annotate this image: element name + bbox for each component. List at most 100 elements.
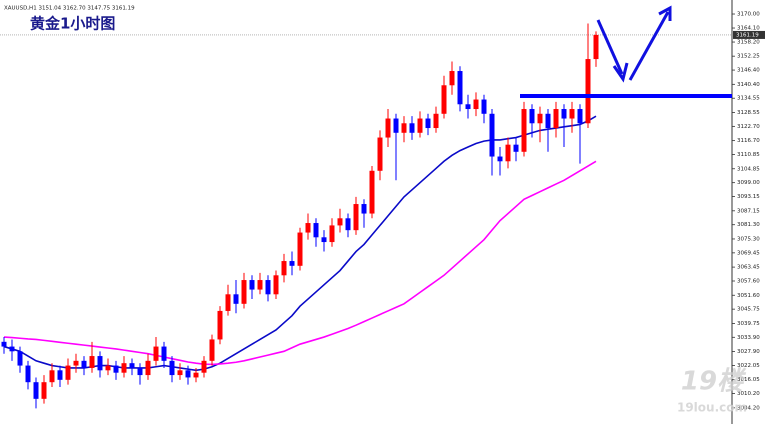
- candle-body: [433, 113, 439, 129]
- y-tick-label: 3128.55: [737, 110, 760, 116]
- moving-average: [3, 160, 597, 366]
- candle-body: [545, 113, 551, 129]
- candle-body: [1, 341, 7, 347]
- candle-body: [409, 123, 415, 133]
- candle-body: [153, 346, 159, 361]
- y-tick-label: 3075.30: [737, 236, 760, 242]
- y-tick-label: 3016.05: [737, 377, 760, 383]
- last-price-box: [733, 30, 765, 39]
- candle-body: [521, 109, 527, 152]
- y-tick-label: 3140.40: [737, 82, 760, 88]
- arrow-up-head: [658, 5, 672, 21]
- arrow-up: [628, 11, 670, 81]
- y-tick-label: 3057.60: [737, 279, 760, 285]
- y-tick-label: 3087.15: [737, 208, 760, 214]
- candle-body: [561, 109, 567, 119]
- candle-body: [257, 280, 263, 290]
- candle-body: [473, 99, 479, 110]
- chart-title: 黄金1小时图: [30, 15, 115, 33]
- candle-body: [305, 223, 311, 233]
- last-price-label: 3161.19: [736, 32, 759, 38]
- y-tick-label: 3110.85: [737, 152, 760, 158]
- candle-body: [193, 372, 199, 378]
- y-tick-label: 3004.20: [737, 405, 760, 411]
- y-tick-label: 3099.00: [737, 180, 760, 186]
- header-info: XAUUSD,H1 3151.04 3162.70 3147.75 3161.1…: [4, 6, 135, 12]
- candle-body: [537, 113, 543, 124]
- candle-body: [105, 365, 111, 371]
- candle-body: [569, 109, 575, 119]
- candle-body: [313, 223, 319, 238]
- candle-body: [321, 237, 327, 243]
- candle-body: [289, 261, 295, 266]
- candle-body: [417, 118, 423, 133]
- candle-body: [457, 71, 463, 105]
- candle-body: [329, 225, 335, 243]
- candle-body: [281, 261, 287, 276]
- y-tick-label: 3069.45: [737, 250, 760, 256]
- candle-body: [129, 363, 135, 368]
- y-tick-label: 3081.30: [737, 222, 760, 228]
- y-tick-label: 3146.40: [737, 68, 760, 74]
- candle-body: [89, 356, 95, 368]
- y-tick-label: 3134.55: [737, 96, 760, 102]
- candle-body: [593, 34, 599, 60]
- candle-body: [9, 346, 15, 352]
- y-tick-label: 3158.20: [737, 40, 760, 46]
- y-tick-label: 3022.05: [737, 363, 760, 369]
- arrow-down: [596, 19, 624, 75]
- candle-body: [401, 123, 407, 133]
- candle-body: [33, 382, 39, 399]
- candle-body: [577, 109, 583, 124]
- candle-body: [513, 144, 519, 152]
- candle-body: [585, 59, 591, 124]
- y-tick-label: 3063.45: [737, 265, 760, 271]
- candle-body: [49, 370, 55, 383]
- candle-body: [145, 360, 151, 376]
- y-tick-label: 3033.90: [737, 335, 760, 341]
- candle-body: [25, 365, 31, 383]
- candle-body: [225, 294, 231, 311]
- candle-body: [497, 156, 503, 162]
- candle-body: [385, 118, 391, 138]
- candle-body: [137, 367, 143, 376]
- candle-body: [185, 370, 191, 378]
- candle-body: [273, 275, 279, 295]
- candle-body: [553, 109, 559, 129]
- candle-body: [489, 113, 495, 157]
- candle-body: [345, 218, 351, 231]
- candle-body: [177, 370, 183, 376]
- candle-body: [65, 365, 71, 380]
- candle-body: [241, 280, 247, 304]
- y-tick-label: 3170.00: [737, 12, 760, 18]
- candle-body: [41, 382, 47, 399]
- y-tick-label: 3116.70: [737, 138, 760, 144]
- candle-body: [73, 360, 79, 366]
- candle-body: [249, 280, 255, 290]
- candle-body: [233, 294, 239, 304]
- y-tick-label: 3027.90: [737, 349, 760, 355]
- y-tick-label: 3045.75: [737, 307, 760, 313]
- y-tick-label: 3152.25: [737, 54, 760, 60]
- candle-body: [209, 339, 215, 361]
- y-tick-label: 3164.10: [737, 26, 760, 32]
- candle-body: [337, 218, 343, 226]
- candle-body: [169, 360, 175, 376]
- y-tick-label: 3010.20: [737, 391, 760, 397]
- candle-body: [481, 99, 487, 114]
- candle-body: [361, 204, 367, 214]
- candle-body: [265, 280, 271, 295]
- y-tick-label: 3039.75: [737, 321, 760, 327]
- plot-area: 3170.00 3164.10 3158.20 3152.25 3146.40 3140.…: [0, 12, 760, 411]
- candle-body: [449, 71, 455, 86]
- candle-body: [377, 137, 383, 171]
- y-tick-label: 3051.60: [737, 293, 760, 299]
- candle-body: [369, 170, 375, 214]
- moving-average: [3, 115, 597, 372]
- candle-body: [465, 104, 471, 110]
- candle-body: [17, 351, 23, 366]
- candle-body: [393, 118, 399, 133]
- arrow-down-head: [612, 62, 629, 83]
